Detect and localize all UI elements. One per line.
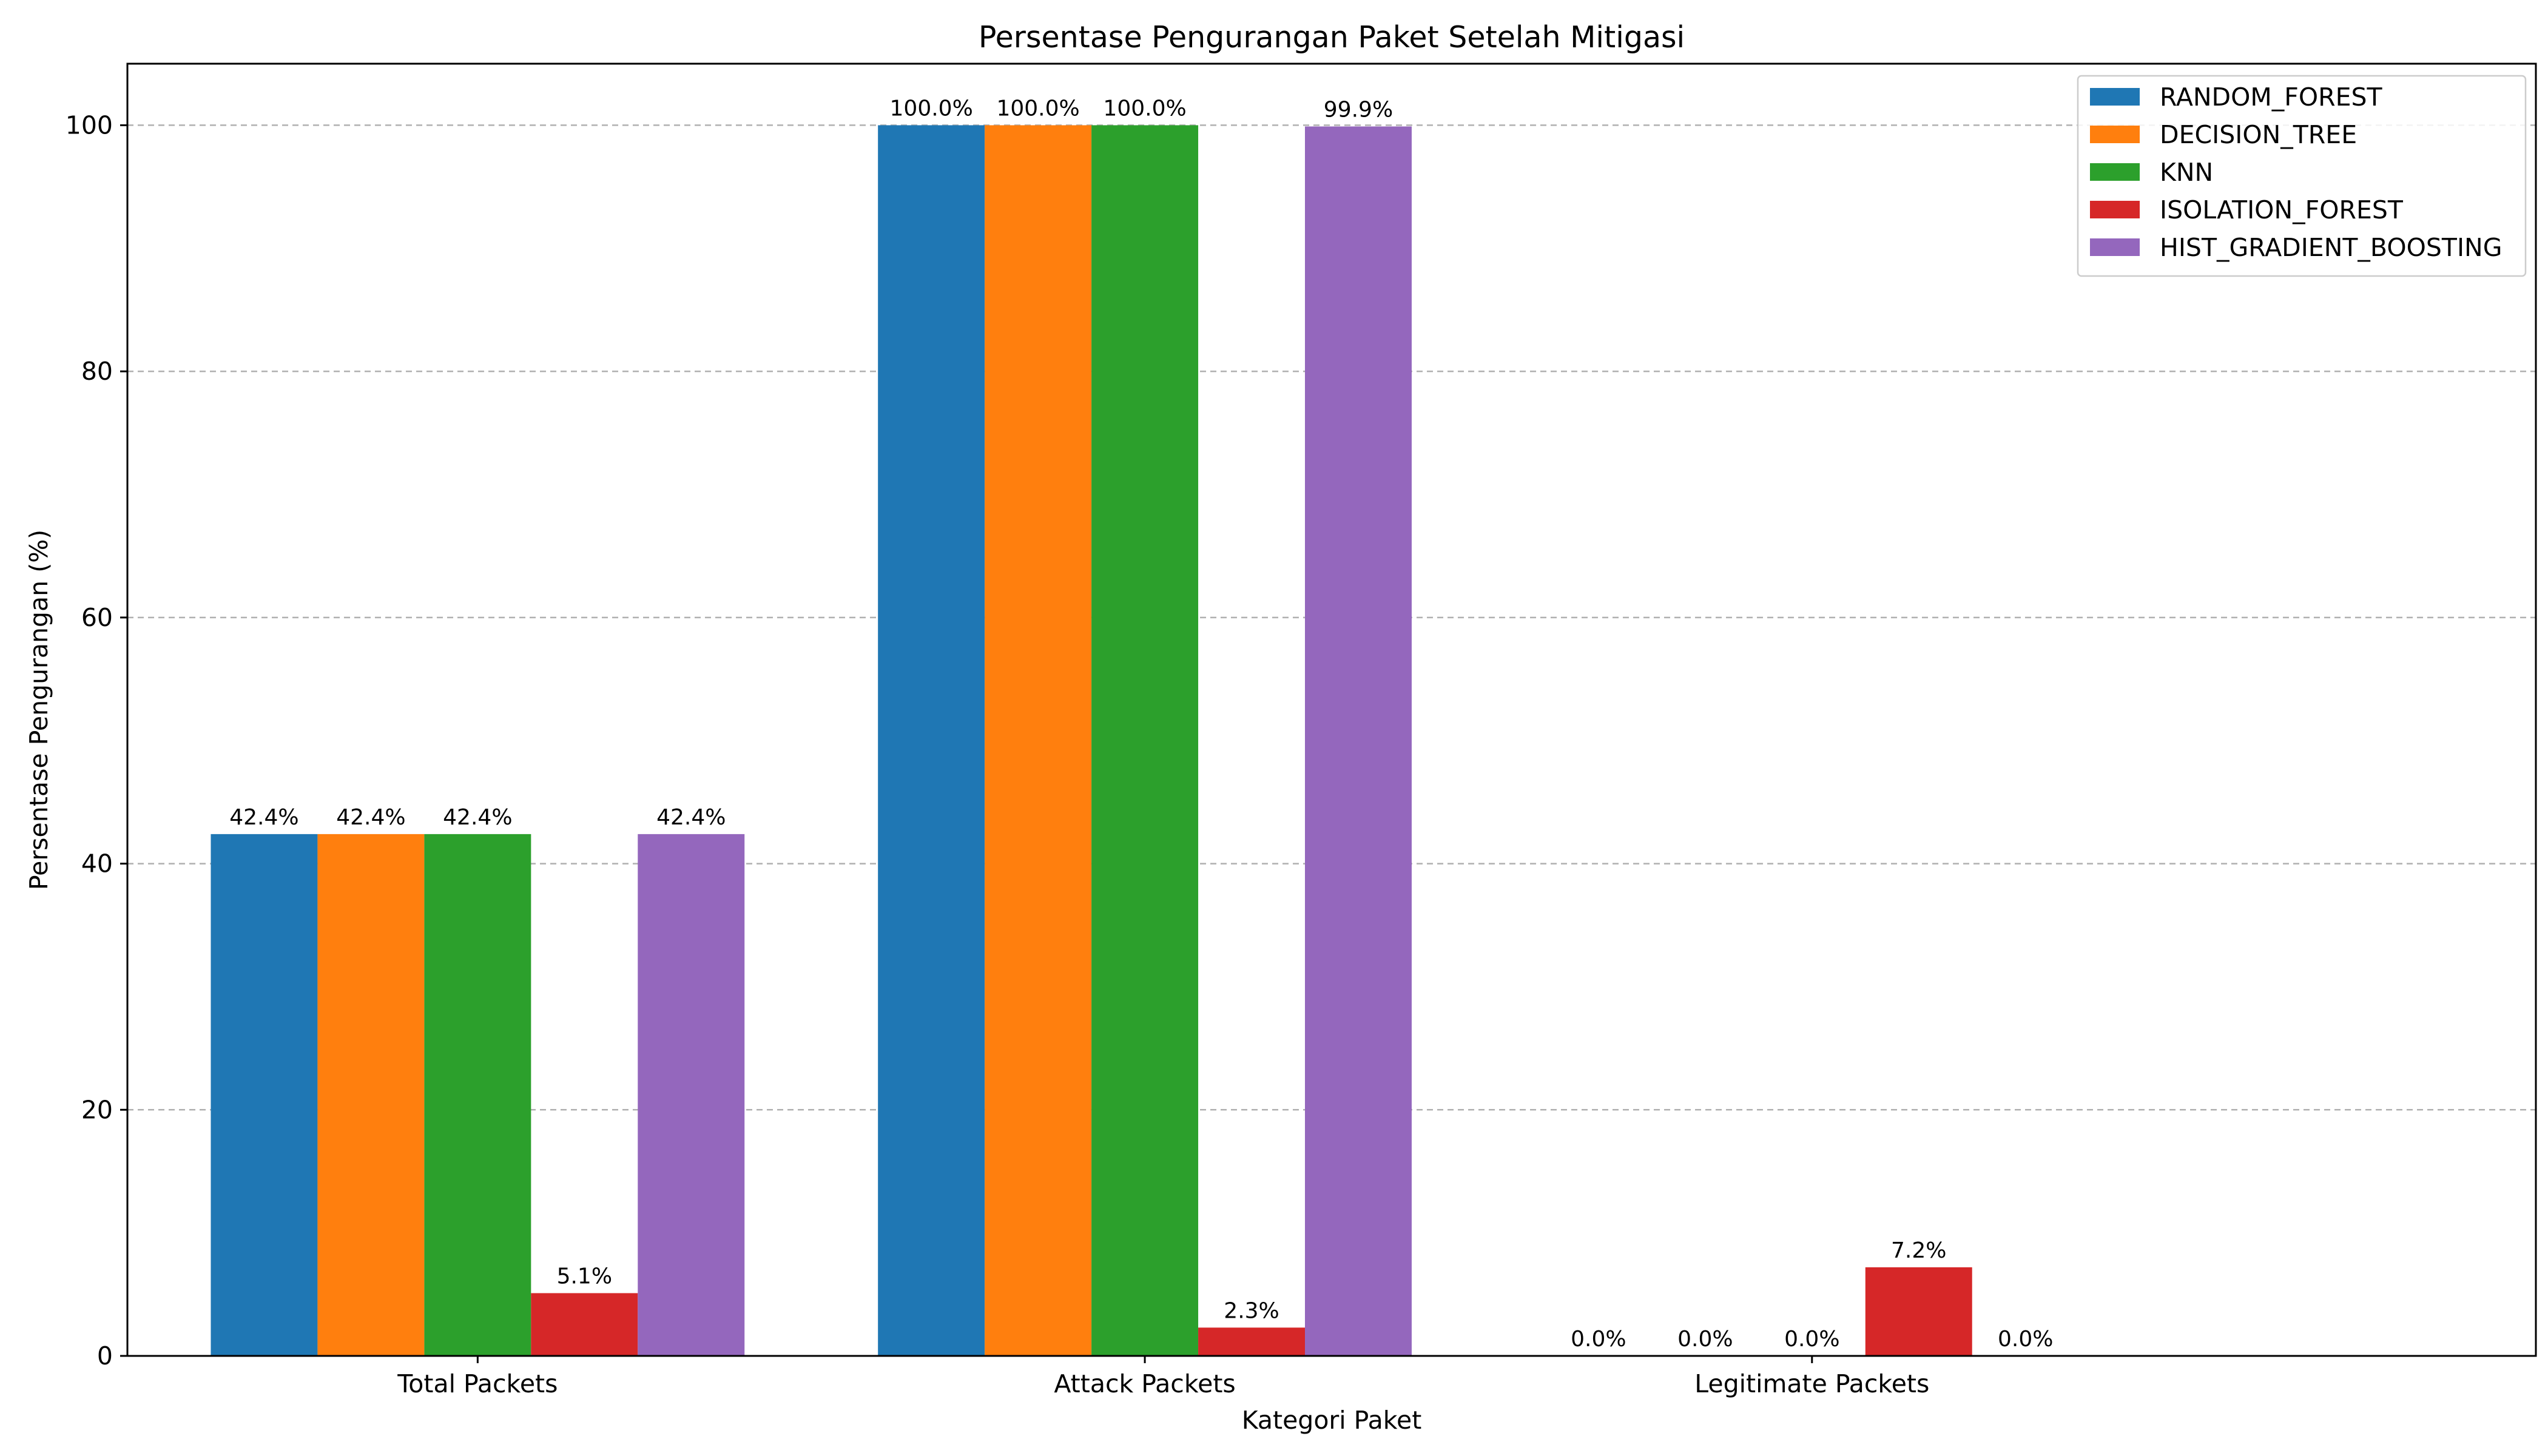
- data-label: 42.4%: [656, 805, 726, 830]
- bar-isolation-forest: [1865, 1267, 1972, 1356]
- bar-knn: [424, 834, 531, 1356]
- data-label: 99.9%: [1324, 97, 1393, 122]
- legend-swatch: [2090, 88, 2140, 106]
- x-axis: Total Packets Attack Packets Legitimate Pa…: [397, 1356, 1929, 1398]
- data-label: 0.0%: [1571, 1327, 1626, 1352]
- y-axis: 0 20 40 60 80 100: [66, 110, 127, 1370]
- bar-isolation-forest: [531, 1293, 638, 1356]
- x-tick-label: Legitimate Packets: [1694, 1369, 1929, 1398]
- bars: [211, 125, 1972, 1356]
- legend-swatch: [2090, 238, 2140, 256]
- bar-hist-gradient-boosting: [638, 834, 745, 1356]
- plot-frame: [126, 62, 2537, 1357]
- bar-decision-tree: [317, 834, 425, 1356]
- y-axis-title: Persentase Pengurangan (%): [24, 530, 53, 890]
- legend-swatch: [2090, 126, 2140, 143]
- bar-hist-gradient-boosting: [1305, 126, 1412, 1356]
- data-label: 5.1%: [557, 1264, 612, 1289]
- y-tick-label: 20: [81, 1095, 113, 1124]
- y-tick-label: 0: [97, 1341, 113, 1370]
- data-label: 100.0%: [890, 96, 973, 121]
- bar-isolation-forest: [1198, 1327, 1306, 1356]
- y-tick-label: 100: [66, 110, 113, 140]
- data-label: 42.4%: [443, 805, 512, 830]
- y-tick-label: 60: [81, 603, 113, 632]
- legend-swatch: [2090, 201, 2140, 218]
- x-axis-title: Kategori Paket: [1242, 1406, 1422, 1435]
- data-label: 0.0%: [1998, 1327, 2053, 1352]
- chart-title: Persentase Pengurangan Paket Setelah Mit…: [979, 20, 1685, 55]
- x-tick-label: Attack Packets: [1054, 1369, 1235, 1398]
- bar-random-forest: [211, 834, 318, 1356]
- data-label: 0.0%: [1677, 1327, 1733, 1352]
- legend-frame: [2077, 75, 2527, 277]
- data-label: 100.0%: [996, 96, 1079, 121]
- x-tick-label: Total Packets: [397, 1369, 558, 1398]
- bar-decision-tree: [985, 125, 1092, 1356]
- legend-label: ISOLATION_FOREST: [2160, 195, 2404, 224]
- legend: RANDOM_FOREST DECISION_TREE KNN ISOLATION_F…: [2077, 75, 2527, 277]
- legend-label: RANDOM_FOREST: [2160, 83, 2383, 112]
- bar-knn: [1091, 125, 1199, 1356]
- legend-label: HIST_GRADIENT_BOOSTING: [2160, 233, 2502, 262]
- data-label: 100.0%: [1103, 96, 1186, 121]
- data-label: 7.2%: [1891, 1238, 1946, 1263]
- data-label: 42.4%: [229, 805, 298, 830]
- legend-swatch: [2090, 163, 2140, 181]
- data-label: 42.4%: [336, 805, 405, 830]
- legend-label: KNN: [2160, 158, 2213, 187]
- data-labels: 42.4% 100.0% 0.0% 42.4% 100.0% 0.0% 42.4% 100.0…: [229, 96, 2053, 1352]
- data-label: 2.3%: [1224, 1298, 1279, 1323]
- legend-label: DECISION_TREE: [2160, 120, 2357, 149]
- bar-random-forest: [878, 125, 985, 1356]
- y-tick-label: 80: [81, 357, 113, 386]
- data-label: 0.0%: [1784, 1327, 1839, 1352]
- y-tick-label: 40: [81, 849, 113, 878]
